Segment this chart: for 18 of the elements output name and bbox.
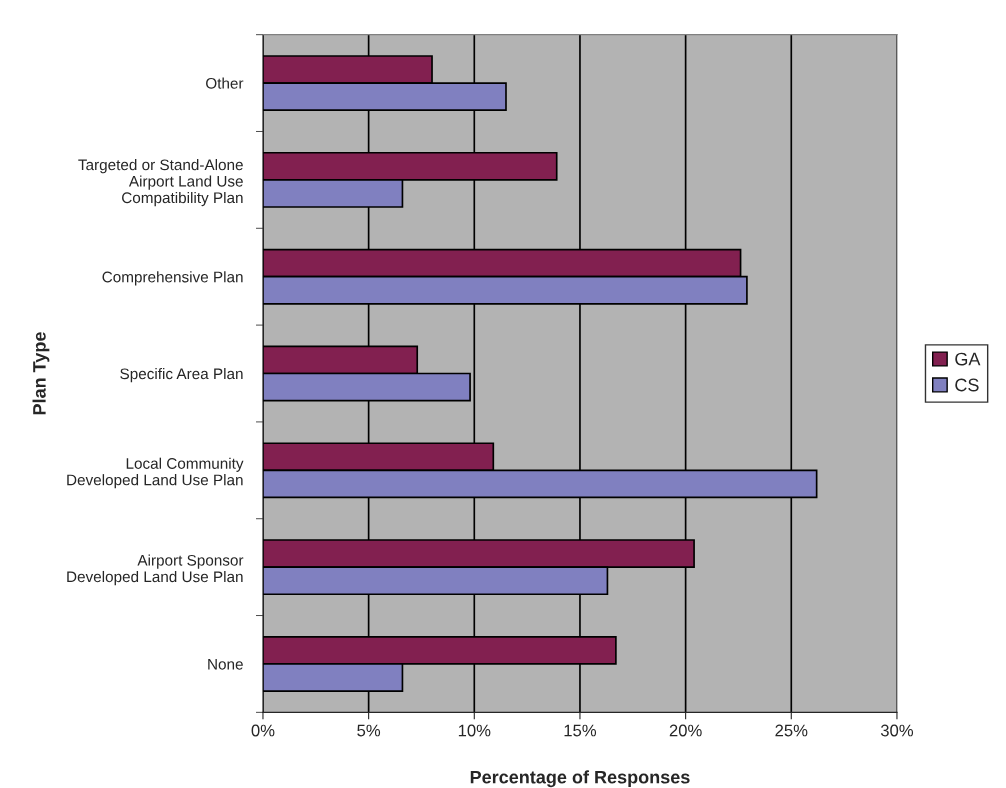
x-tick-label: 25% — [775, 724, 808, 737]
y-tick-label: Specific Area Plan — [120, 367, 243, 383]
y-tick-label: Local Community Developed Land Use Plan — [67, 457, 244, 489]
x-tick-label: 10% — [458, 724, 491, 737]
legend-label: CS — [955, 378, 979, 392]
legend-label: GA — [955, 352, 981, 366]
x-tick-label: 30% — [880, 724, 914, 737]
y-tick-label: None — [208, 658, 243, 670]
y-axis-title: Plan Type — [32, 332, 50, 415]
x-tick-label: 5% — [357, 724, 381, 737]
y-tick-label: Targeted or Stand-Alone Airport Land Use Compatibility Plan — [78, 159, 243, 207]
x-tick-label: 0% — [251, 724, 275, 737]
x-axis-title: Percentage of Responses — [470, 770, 690, 788]
y-tick-label: Other — [206, 77, 244, 89]
x-tick-label: 15% — [564, 724, 597, 737]
y-tick-label: Comprehensive Plan — [102, 271, 243, 286]
y-tick-label: Airport Sponsor Developed Land Use Plan — [67, 554, 244, 586]
x-tick-label: 20% — [669, 724, 702, 737]
